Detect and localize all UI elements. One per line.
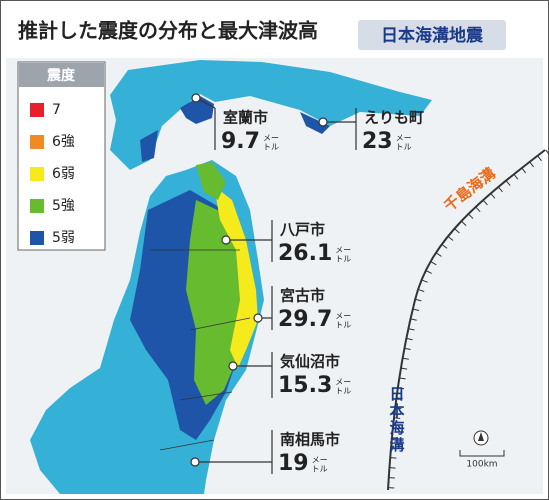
legend-swatch [30, 103, 44, 117]
unit: トル [312, 465, 328, 474]
legend-title: 震度 [46, 67, 76, 84]
wave-height: 29.7 [278, 307, 332, 332]
intensity-area [214, 186, 258, 368]
land-hokkaido [110, 60, 432, 170]
unit: トル [335, 387, 351, 396]
city-dot [221, 235, 231, 245]
legend-box [17, 61, 106, 251]
leader-line [233, 352, 273, 398]
legend-label: 6強 [52, 134, 75, 150]
legend-items: 7 6強 6弱 5強 5弱 [30, 102, 75, 246]
leader-line [195, 430, 273, 474]
city-dot [228, 361, 238, 371]
legend-label: 7 [52, 102, 61, 118]
wave-height: 15.3 [278, 373, 332, 398]
trench-line [387, 149, 546, 491]
unit: メー [263, 134, 279, 143]
trench-label: 日本海溝 [388, 386, 406, 454]
legend-swatch [30, 199, 44, 213]
legend-swatch [30, 135, 44, 149]
city-name: 宮古市 [280, 287, 325, 305]
intensity-area [140, 130, 158, 162]
intensity-area [196, 162, 226, 200]
city-name: 室蘭市 [223, 109, 268, 127]
leader-line [323, 108, 357, 150]
city-name: 八戸市 [279, 221, 325, 239]
prefecture-border [150, 249, 251, 451]
wave-height: 9.7 [221, 129, 260, 154]
wave-height: 23 [362, 129, 393, 154]
scale-label: 100km [466, 460, 497, 470]
unit: メー [396, 134, 412, 143]
legend-swatch [30, 167, 44, 181]
north-arrow-tip [478, 432, 484, 441]
unit: トル [335, 321, 351, 330]
leader-line [226, 220, 273, 262]
city-dot [253, 313, 263, 323]
wave-height: 26.1 [278, 241, 332, 266]
city-name: 南相馬市 [280, 431, 340, 449]
unit: メー [335, 246, 351, 255]
unit: トル [263, 143, 279, 152]
badge: 日本海溝地震 [381, 25, 484, 46]
intensity-area [300, 112, 330, 134]
legend-label: 6弱 [52, 166, 75, 182]
legend-label: 5弱 [52, 230, 75, 246]
scale-bar [459, 450, 505, 457]
city-dot [318, 117, 328, 127]
wave-height: 19 [278, 451, 309, 476]
unit: トル [335, 255, 351, 264]
badge-bg [358, 20, 506, 50]
unit: メー [335, 312, 351, 321]
title: 推計した震度の分布と最大津波高 [18, 19, 318, 43]
legend-header [19, 63, 104, 87]
city-name: 気仙沼市 [280, 353, 340, 371]
legend-swatch [30, 231, 44, 245]
city-dot [190, 457, 200, 467]
legend-label: 5強 [52, 198, 75, 214]
unit: トル [396, 143, 412, 152]
unit: メー [312, 456, 328, 465]
unit: メー [335, 378, 351, 387]
city-dot [191, 93, 201, 103]
city-name: えりも町 [364, 109, 424, 127]
